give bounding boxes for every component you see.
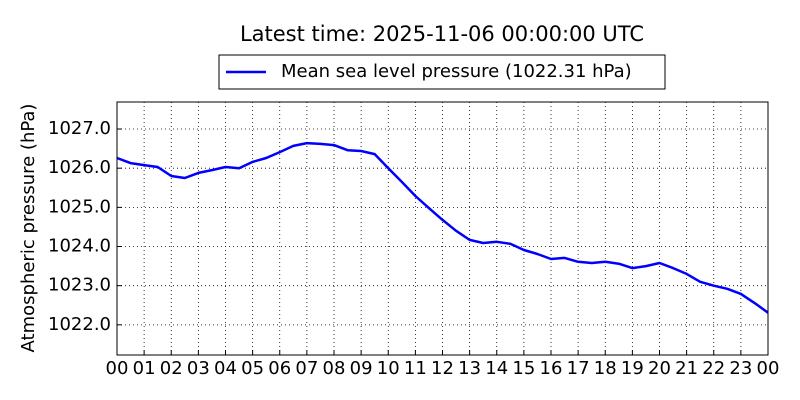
x-tick-label: 10	[377, 358, 400, 379]
y-tick-label: 1022.0	[48, 314, 111, 335]
x-tick-label: 00	[106, 358, 129, 379]
x-tick-label: 06	[268, 358, 291, 379]
y-tick-label: 1023.0	[48, 275, 111, 296]
x-tick-label: 09	[350, 358, 373, 379]
x-tick-label: 16	[540, 358, 563, 379]
x-tick-label: 04	[214, 358, 237, 379]
y-tick-label: 1024.0	[48, 236, 111, 257]
data-line	[116, 141, 769, 314]
x-tick-label: 21	[675, 358, 698, 379]
x-tick-label: 07	[295, 358, 318, 379]
x-tick-label: 20	[648, 358, 671, 379]
x-tick-label: 01	[133, 358, 156, 379]
x-tick-label: 22	[702, 358, 725, 379]
x-tick-label: 11	[404, 358, 427, 379]
x-tick-label: 15	[512, 358, 535, 379]
y-tick-label: 1025.0	[48, 196, 111, 217]
x-tick-label: 14	[485, 358, 508, 379]
x-tick-label: 23	[729, 358, 752, 379]
legend-box	[218, 54, 666, 90]
x-tick-label: 02	[160, 358, 183, 379]
x-tick-label: 08	[323, 358, 346, 379]
chart-title: Latest time: 2025-11-06 00:00:00 UTC	[240, 22, 644, 46]
y-axis-label: Atmospheric pressure (hPa)	[18, 104, 39, 353]
x-tick-label: 05	[241, 358, 264, 379]
x-tick-label: 13	[458, 358, 481, 379]
y-tick-label: 1026.0	[48, 157, 111, 178]
y-tick-label: 1027.0	[48, 118, 111, 139]
x-tick-label: 00	[757, 358, 780, 379]
x-tick-label: 12	[431, 358, 454, 379]
legend-label: Mean sea level pressure (1022.31 hPa)	[281, 61, 632, 82]
x-tick-label: 17	[567, 358, 590, 379]
x-tick-label: 19	[621, 358, 644, 379]
x-tick-label: 03	[187, 358, 210, 379]
plot-frame	[116, 101, 769, 356]
x-tick-label: 18	[594, 358, 617, 379]
